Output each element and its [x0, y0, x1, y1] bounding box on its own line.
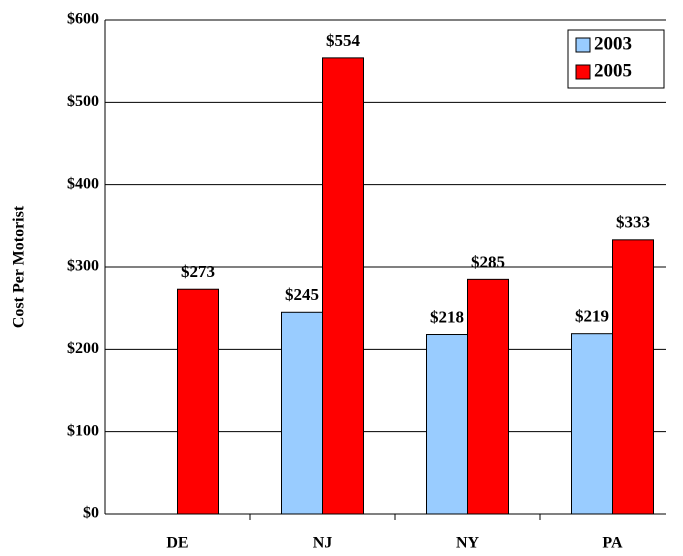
y-tick-label: $500: [67, 93, 99, 110]
value-label: $554: [326, 31, 361, 50]
x-tick-label: NY: [456, 535, 480, 552]
x-tick-label: DE: [166, 535, 188, 552]
legend-label: 2003: [594, 33, 632, 54]
bar: [612, 239, 654, 515]
bar: [177, 288, 219, 515]
x-tick-label: PA: [602, 535, 623, 552]
bar: [467, 278, 509, 515]
y-tick-label: $100: [67, 422, 99, 439]
value-label: $285: [471, 252, 505, 271]
y-axis-label: Cost Per Motorist: [11, 205, 28, 328]
bar: [571, 333, 613, 515]
y-tick-label: $0: [83, 505, 99, 522]
bar: [426, 334, 468, 515]
legend-swatch: [575, 37, 591, 53]
y-tick-label: $400: [67, 175, 99, 192]
value-label: $219: [575, 307, 609, 326]
y-tick-label: $300: [67, 258, 99, 275]
legend-swatch: [575, 64, 591, 80]
x-tick-label: NJ: [313, 535, 333, 552]
bar: [281, 311, 323, 515]
y-tick-label: $200: [67, 340, 99, 357]
value-label: $218: [430, 307, 464, 326]
y-tick-label: $600: [67, 11, 99, 28]
value-label: $273: [181, 262, 215, 281]
value-label: $333: [616, 213, 650, 232]
legend-label: 2005: [594, 60, 632, 81]
value-label: $245: [285, 285, 319, 304]
bar: [322, 57, 364, 515]
